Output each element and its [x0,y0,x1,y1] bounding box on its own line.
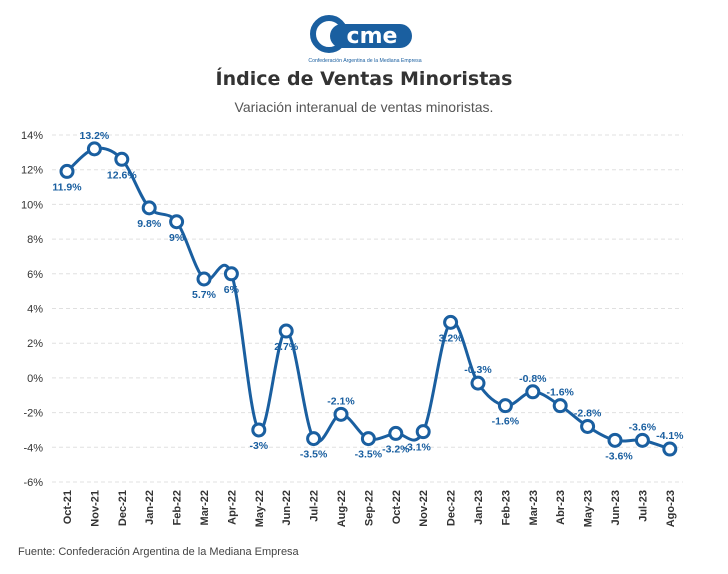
x-tick-label: Jun-22 [281,490,293,525]
data-label: -4.1% [656,430,684,442]
x-tick-label: Nov-21 [89,490,101,527]
data-label: -0.3% [464,364,492,376]
data-label: 12.6% [107,169,137,181]
data-point [580,418,596,434]
chart-title: Índice de Ventas Minoristas [215,68,513,90]
data-label: -3.5% [355,449,383,461]
data-point [497,398,513,414]
x-tick-label: Jun-23 [610,490,622,525]
data-label: -3.6% [629,421,657,433]
data-point [470,375,486,391]
data-point [388,425,404,441]
x-tick-label: May-22 [254,490,266,527]
data-label: 3.2% [439,332,464,344]
data-point [333,406,349,422]
series-line [65,146,671,451]
data-label: -0.8% [519,373,547,385]
data-point [662,441,678,457]
data-point [223,266,239,282]
y-tick-label: 8% [27,234,43,246]
data-label: -3.5% [300,449,328,461]
data-point [306,431,322,447]
data-label: -3.6% [605,450,633,462]
data-point [278,323,294,339]
x-tick-label: Aug-22 [336,490,348,527]
y-tick-label: 6% [27,269,43,281]
data-label: 5.7% [192,289,217,301]
logo-text: cme [347,24,398,49]
x-tick-label: Mar-23 [528,490,540,525]
logo-caption: Confederación Argentina de la Mediana Em… [308,58,421,64]
y-tick-label: -6% [23,477,43,489]
y-tick-label: 4% [27,304,43,316]
x-tick-label: Jan-22 [144,490,156,525]
data-point [59,163,75,179]
data-point [169,214,185,230]
x-tick-label: May-23 [583,490,595,527]
data-label: -3.2% [382,443,410,455]
data-point [525,384,541,400]
y-tick-label: -4% [23,442,43,454]
data-point [360,431,376,447]
data-point [443,314,459,330]
data-label: -3.1% [403,442,431,454]
source-note: Fuente: Confederación Argentina de la Me… [18,546,299,558]
x-tick-label: Jul-22 [309,490,321,522]
data-label: -1.6% [492,416,520,428]
data-point [114,151,130,167]
data-label: 9.8% [137,218,162,230]
data-point [251,422,267,438]
data-label: -2.1% [327,395,355,407]
data-label: -2.8% [574,407,602,419]
x-tick-label: Ago-23 [665,490,677,527]
y-tick-label: -2% [23,408,43,420]
x-tick-label: Abr-23 [555,490,567,525]
x-tick-label: Dec-22 [446,490,458,526]
data-label: -3% [249,440,268,452]
x-tick-label: Oct-21 [62,490,74,524]
cme-logo: cme Confederación Argentina de la Median… [308,15,422,64]
x-tick-label: Apr-22 [226,490,238,525]
data-point [196,271,212,287]
data-label: -1.6% [546,387,574,399]
x-tick-label: Dec-21 [117,490,129,526]
chart-subtitle: Variación interanual de ventas minorista… [234,99,494,115]
data-label: 11.9% [52,181,82,193]
data-label: 6% [224,284,240,296]
data-label: 13.2% [80,130,110,142]
y-tick-label: 10% [21,199,43,211]
x-tick-label: Oct-22 [391,490,403,524]
data-point [634,432,650,448]
y-tick-label: 2% [27,338,43,350]
data-point [552,398,568,414]
data-label: 2.7% [274,341,299,353]
x-tick-label: Jan-23 [473,490,485,525]
data-point [415,424,431,440]
data-point [607,432,623,448]
data-label: 9% [169,232,185,244]
x-tick-label: Feb-23 [500,490,512,525]
x-tick-label: Jul-23 [637,490,649,522]
data-point [141,200,157,216]
x-tick-label: Mar-22 [199,490,211,525]
y-tick-label: 0% [27,373,43,385]
x-tick-label: Feb-22 [172,490,184,525]
data-point [86,141,102,157]
y-tick-label: 14% [21,130,43,142]
x-tick-label: Sep-22 [363,490,375,526]
y-tick-label: 12% [21,165,43,177]
x-tick-label: Nov-22 [418,490,430,527]
